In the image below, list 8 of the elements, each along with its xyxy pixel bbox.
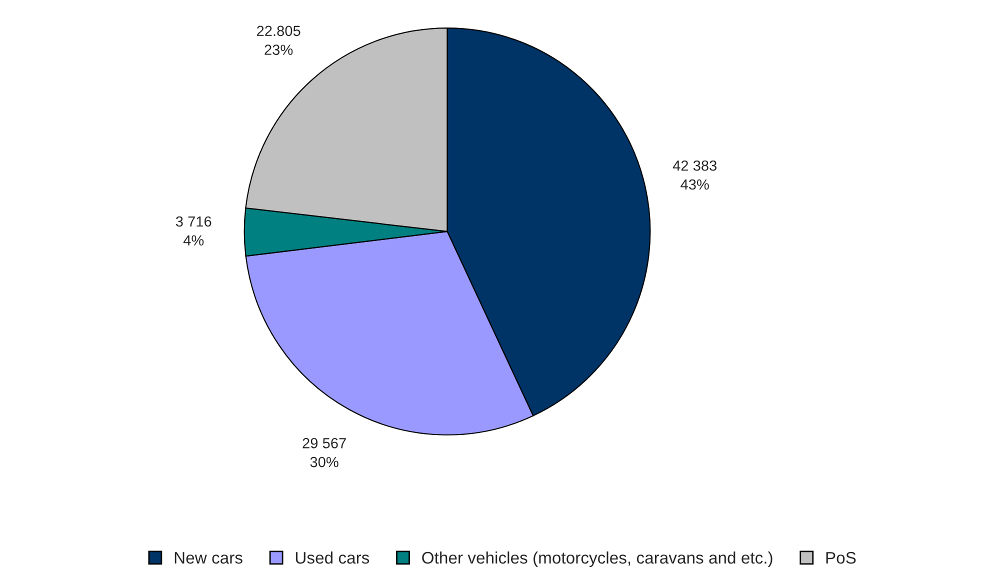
legend-label: New cars — [174, 552, 242, 564]
data-label: 29 567 30% — [302, 438, 346, 468]
data-label: 22.805 23% — [257, 26, 300, 55]
legend-label: PoS — [826, 552, 856, 564]
legend-label: Other vehicles (motorcycles, caravans and etc.) — [422, 551, 772, 567]
legend-label: Used cars — [296, 551, 370, 564]
data-label: 3 716 4% — [176, 216, 212, 246]
data-label: 42 383 43% — [672, 160, 717, 190]
